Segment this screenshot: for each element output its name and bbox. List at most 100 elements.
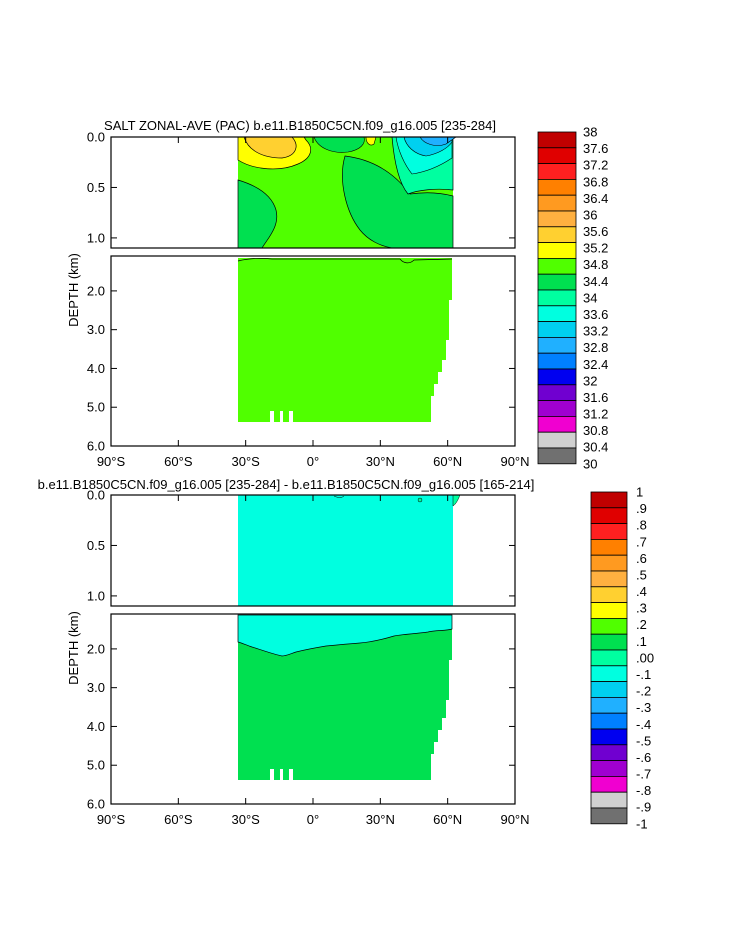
colorbar-swatch <box>590 491 628 509</box>
chart-1: SALT ZONAL-AVE (PAC) b.e11.B1850C5CN.f09… <box>66 118 608 471</box>
bathymetry-gap <box>289 769 293 780</box>
x-tick-label: 0° <box>307 454 319 469</box>
colorbar-swatch <box>537 257 577 275</box>
colorbar-label: -.8 <box>636 783 651 798</box>
bathymetry-gap <box>280 769 283 780</box>
y-tick-label: 5.0 <box>87 758 105 773</box>
chart-2-axes: 90°S 60°S 30°S 0° 30°N 60°N 90°N 0.0 0.5 1.0 2.0 3.… <box>87 488 530 828</box>
x-tick-label: 90°N <box>500 454 529 469</box>
colorbar-swatch <box>590 507 628 524</box>
colorbar-label: -.7 <box>636 767 651 782</box>
colorbar-label: 32 <box>583 373 597 388</box>
colorbar-swatch <box>537 226 577 244</box>
salinity-fill-32-8 <box>419 136 457 146</box>
colorbar-label: 36 <box>583 207 597 222</box>
colorbar-swatch <box>537 321 577 338</box>
colorbar-label: 34.8 <box>583 257 608 272</box>
y-tick-label: 0.5 <box>87 538 105 553</box>
colorbar-swatch <box>590 744 628 761</box>
salinity-fill-34-4-eq <box>313 136 365 153</box>
colorbar-swatch <box>537 368 577 386</box>
colorbar-label: .7 <box>636 534 647 549</box>
colorbar-label: 33.6 <box>583 307 608 322</box>
colorbar-swatch <box>537 163 577 180</box>
x-tick-label: 90°S <box>97 454 126 469</box>
colorbar-label: 34.4 <box>583 274 608 289</box>
colorbar-swatch <box>537 447 577 465</box>
salinity-contour-deep <box>237 258 453 264</box>
colorbar-swatch <box>537 178 577 196</box>
colorbar-label: -.2 <box>636 684 651 699</box>
x-tick-label: 60°N <box>433 812 462 827</box>
chart-1-title: SALT ZONAL-AVE (PAC) b.e11.B1850C5CN.f09… <box>104 118 496 133</box>
colorbar-label: -.5 <box>636 733 651 748</box>
colorbar-swatch <box>537 336 577 354</box>
colorbar-swatch <box>537 147 577 165</box>
bathymetry-gap <box>270 769 274 780</box>
x-tick-label: 60°S <box>164 454 193 469</box>
x-tick-label: 60°N <box>433 454 462 469</box>
colorbar-label: 37.6 <box>583 141 608 156</box>
colorbar-swatch <box>590 728 628 746</box>
x-tick-label: 30°S <box>231 454 260 469</box>
colorbar-label: 30.4 <box>583 440 608 455</box>
y-tick-label: 6.0 <box>87 797 105 812</box>
colorbar-label: .8 <box>636 518 647 533</box>
colorbar-label: .9 <box>636 501 647 516</box>
x-tick-label: 90°N <box>500 812 529 827</box>
x-tick-label: 60°S <box>164 812 193 827</box>
colorbar-swatch <box>537 242 577 259</box>
colorbar-swatch <box>590 681 628 698</box>
colorbar-swatch <box>590 586 628 603</box>
x-tick-label: 90°S <box>97 812 126 827</box>
colorbar-swatch <box>537 384 577 401</box>
colorbar-swatch <box>590 633 628 651</box>
colorbar-swatch <box>537 194 577 212</box>
colorbar-swatch <box>537 415 577 433</box>
y-tick-label: 5.0 <box>87 400 105 415</box>
colorbar-label: .00 <box>636 650 654 665</box>
colorbar-label: 31.6 <box>583 390 608 405</box>
y-tick-label: 4.0 <box>87 719 105 734</box>
colorbar-label: 34 <box>583 290 597 305</box>
colorbar-swatch <box>537 210 577 228</box>
salinity-fill-35-6 <box>243 136 297 159</box>
colorbar-label: 36.8 <box>583 174 608 189</box>
colorbar-swatch <box>537 131 577 149</box>
colorbar-label: .2 <box>636 617 647 632</box>
chart-2-upper-field <box>238 494 461 606</box>
colorbar-swatch <box>537 289 577 307</box>
y-tick-label: 2.0 <box>87 641 105 656</box>
colorbar-label: -.9 <box>636 800 651 815</box>
diff-fill-neg <box>238 495 453 606</box>
salinity-fill-deep <box>238 258 452 422</box>
colorbar-label: 35.6 <box>583 224 608 239</box>
y-tick-label: 6.0 <box>87 439 105 454</box>
chart-1-axes: 90°S 60°S 30°S 0° 30°N 60°N 90°N 0.0 0.5 1.0 2.0 3.… <box>87 130 530 470</box>
colorbar-label: 32.8 <box>583 340 608 355</box>
colorbar-swatch <box>537 273 577 291</box>
salinity-fill-35-2-small <box>365 136 377 146</box>
colorbar-swatch <box>590 807 628 825</box>
chart-2-title: b.e11.B1850C5CN.f09_g16.005 [235-284] - … <box>38 477 535 492</box>
colorbar-swatch <box>537 431 577 449</box>
colorbar-swatch <box>537 400 577 417</box>
colorbar-label: 31.2 <box>583 407 608 422</box>
chart-2-lower-field <box>237 614 453 780</box>
colorbar-label: 30.8 <box>583 423 608 438</box>
colorbar-label: 1 <box>636 485 643 500</box>
bathymetry-gap <box>270 411 274 422</box>
colorbar-swatch <box>590 570 628 588</box>
colorbar-swatch <box>537 305 577 322</box>
diff-fill-neg-deep <box>237 614 453 657</box>
colorbar-label: 37.2 <box>583 158 608 173</box>
x-tick-label: 30°N <box>366 812 395 827</box>
colorbar-label: 30 <box>583 456 597 471</box>
colorbar-swatch <box>590 791 628 809</box>
y-tick-label: 0.5 <box>87 180 105 195</box>
diff-fill-pos <box>238 615 452 780</box>
y-tick-label: 3.0 <box>87 680 105 695</box>
y-tick-label: 0.0 <box>87 488 105 503</box>
diff-contour-surface <box>333 495 345 498</box>
